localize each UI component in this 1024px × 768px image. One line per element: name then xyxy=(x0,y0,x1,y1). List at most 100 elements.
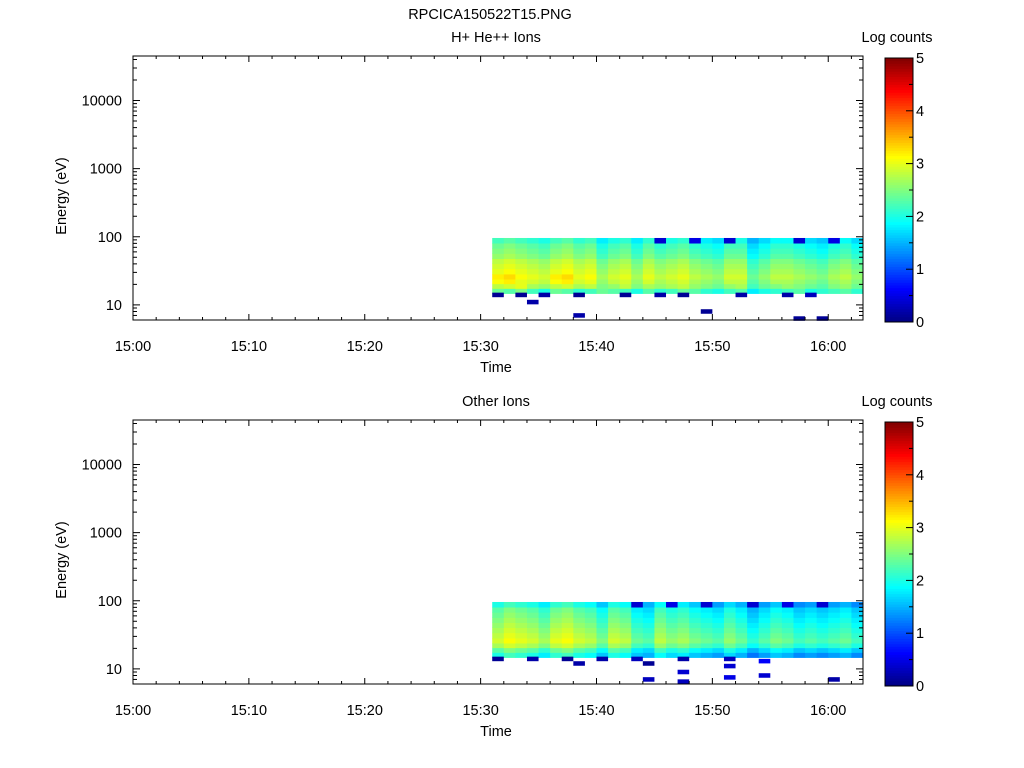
heatmap-cell xyxy=(492,632,505,639)
heatmap-cell xyxy=(735,288,748,294)
colorbar-segment xyxy=(885,298,913,302)
heatmap-cell xyxy=(793,268,806,275)
colorbar-segment xyxy=(885,651,913,655)
heatmap-cell xyxy=(584,617,597,623)
heatmap-cell xyxy=(747,647,760,653)
heatmap-cell xyxy=(642,253,655,259)
panel-2-title: Other Ions xyxy=(462,394,530,410)
heatmap-cell xyxy=(561,617,574,623)
heatmap-cell xyxy=(851,253,864,259)
heatmap-cell xyxy=(712,607,725,613)
heatmap-cell xyxy=(758,617,771,623)
colorbar-segment xyxy=(885,279,913,283)
heatmap-cell xyxy=(816,612,829,618)
x-tick-label: 15:00 xyxy=(115,339,151,355)
heatmap-point xyxy=(677,292,690,298)
colorbar-segment xyxy=(885,517,913,521)
heatmap-cell xyxy=(642,268,655,275)
heatmap-cell xyxy=(666,274,679,280)
colorbar-segment xyxy=(885,285,913,289)
heatmap-cell xyxy=(492,622,505,629)
heatmap-cell xyxy=(654,632,667,639)
heatmap-cell xyxy=(677,638,690,644)
colorbar-segment xyxy=(885,540,913,544)
heatmap-cell xyxy=(758,288,771,294)
heatmap-cell xyxy=(828,612,841,618)
colorbar-segment xyxy=(885,667,913,671)
heatmap-cell xyxy=(666,622,679,629)
heatmap-cell xyxy=(550,237,563,244)
heatmap-cell xyxy=(596,617,609,623)
heatmap-cell xyxy=(596,632,609,639)
heatmap-cell xyxy=(631,248,644,254)
heatmap-cell xyxy=(723,612,736,618)
heatmap-cell xyxy=(770,622,783,629)
heatmap-cell xyxy=(793,243,806,249)
heatmap-cell xyxy=(828,258,841,265)
colorbar-segment xyxy=(885,662,913,666)
heatmap-cell xyxy=(735,253,748,259)
heatmap-cell xyxy=(758,627,771,634)
heatmap-cell xyxy=(584,612,597,618)
heatmap-cell xyxy=(654,283,667,289)
colorbar-segment xyxy=(885,116,913,120)
heatmap-cell xyxy=(631,283,644,289)
heatmap-cell xyxy=(515,283,528,289)
y-tick-label: 1000 xyxy=(90,526,122,542)
heatmap-cell xyxy=(573,643,586,649)
heatmap-cell xyxy=(758,253,771,259)
heatmap-cell xyxy=(550,617,563,623)
heatmap-cell xyxy=(723,622,736,629)
colorbar-segment xyxy=(885,427,913,431)
colorbar-segment xyxy=(885,242,913,246)
colorbar-segment xyxy=(885,248,913,252)
colorbar-segment xyxy=(885,147,913,151)
heatmap-cell xyxy=(538,638,551,644)
heatmap-cell xyxy=(781,643,794,649)
heatmap-cell xyxy=(700,632,713,639)
colorbar-tick-label: 5 xyxy=(916,51,924,67)
colorbar-segment xyxy=(885,443,913,447)
heatmap-cell xyxy=(526,268,539,275)
heatmap-cell xyxy=(515,632,528,639)
colorbar-segment xyxy=(885,538,913,542)
colorbar-segment xyxy=(885,683,913,687)
heatmap-cell xyxy=(723,638,736,644)
heatmap-cell xyxy=(805,601,818,608)
heatmap-cell xyxy=(561,652,574,658)
heatmap-cell xyxy=(538,652,551,658)
heatmap-cell xyxy=(631,243,644,249)
heatmap-cell xyxy=(608,243,621,249)
heatmap-cell xyxy=(828,607,841,613)
colorbar-segment xyxy=(885,205,913,209)
heatmap-cell xyxy=(851,248,864,254)
heatmap-cell xyxy=(677,237,690,244)
heatmap-cell xyxy=(735,652,748,658)
heatmap-cell xyxy=(561,283,574,289)
heatmap-cell xyxy=(828,248,841,254)
heatmap-cell xyxy=(526,601,539,608)
heatmap-cell xyxy=(550,638,563,644)
heatmap-cell xyxy=(700,612,713,618)
colorbar-segment xyxy=(885,524,913,529)
colorbar-segment xyxy=(885,622,913,626)
heatmap-cell xyxy=(666,617,679,623)
heatmap-cell xyxy=(642,283,655,289)
heatmap-cell xyxy=(573,268,586,275)
heatmap-cell xyxy=(503,627,516,634)
heatmap-cell xyxy=(503,612,516,618)
heatmap-cell xyxy=(712,268,725,275)
heatmap-cell xyxy=(805,638,818,644)
heatmap-cell xyxy=(712,652,725,658)
heatmap-cell xyxy=(816,288,829,294)
x-tick-label: 15:50 xyxy=(694,339,730,355)
heatmap-cell xyxy=(654,622,667,629)
heatmap-cell xyxy=(561,622,574,629)
heatmap-cell xyxy=(700,652,713,658)
heatmap-cell xyxy=(781,632,794,639)
heatmap-cell xyxy=(631,601,644,608)
heatmap-cell xyxy=(770,237,783,244)
heatmap-cell xyxy=(515,248,528,254)
heatmap-cell xyxy=(735,274,748,280)
colorbar-segment xyxy=(885,604,913,608)
